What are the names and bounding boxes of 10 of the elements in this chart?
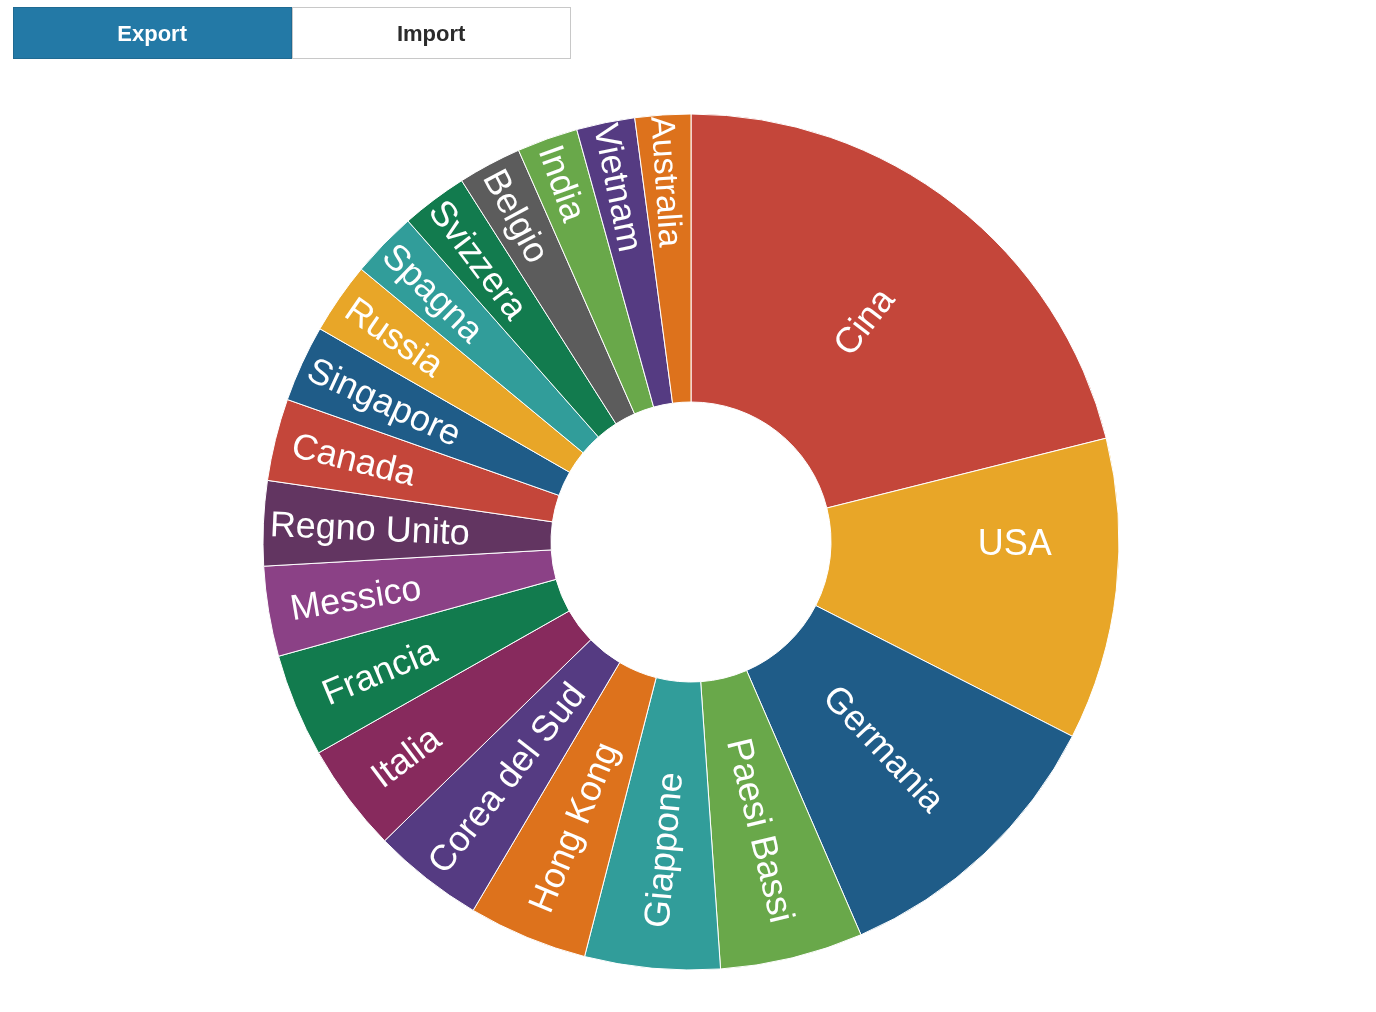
slice-label: Giappone <box>635 770 691 930</box>
slice-label: Regno Unito <box>269 502 471 553</box>
button: Export <box>13 7 292 59</box>
slice-label: Paesi Bassi <box>718 733 804 927</box>
button: Import <box>292 7 571 59</box>
slice-label: USA <box>977 521 1052 563</box>
slice-label: Messico <box>287 566 425 629</box>
slice-label: Cina <box>824 278 903 364</box>
slice-label: Italia <box>362 716 449 796</box>
slice-label: Francia <box>315 628 444 714</box>
